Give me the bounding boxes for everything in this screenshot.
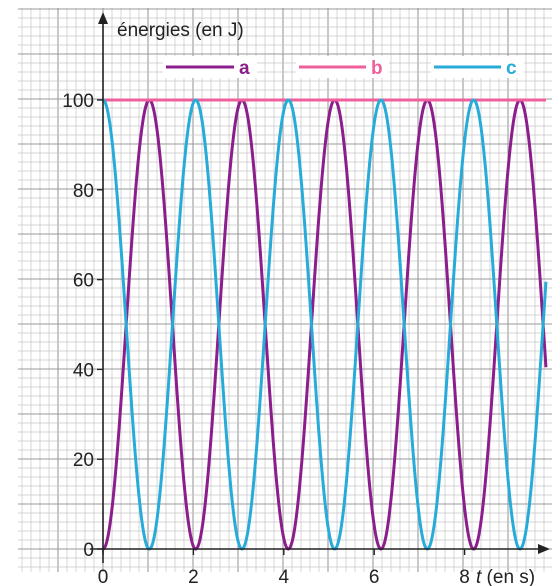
x-axis-unit: (en s) xyxy=(481,567,535,586)
y-axis-arrow xyxy=(98,12,108,24)
legend-item-a: a xyxy=(163,56,257,79)
grid xyxy=(18,8,552,572)
legend-label-a: a xyxy=(239,58,250,79)
y-axis-label: énergies (en J) xyxy=(117,20,244,41)
legend-item-b: b xyxy=(296,56,389,79)
y-tick-label: 40 xyxy=(73,360,94,381)
x-axis-arrow xyxy=(538,544,550,554)
series-line-c xyxy=(102,98,548,551)
y-tick-label: 0 xyxy=(83,540,94,561)
series-line-a xyxy=(102,98,548,551)
x-tick-label: 6 xyxy=(369,567,380,586)
y-tick-label: 20 xyxy=(73,450,94,471)
x-tick-label: 4 xyxy=(279,567,290,586)
legend: a b c xyxy=(163,56,524,79)
x-tick-label: 2 xyxy=(188,567,199,586)
legend-label-b: b xyxy=(371,58,383,79)
x-tick-label: 0 xyxy=(98,567,109,586)
x-tick-label: 8 xyxy=(459,567,470,586)
legend-item-c: c xyxy=(431,56,524,79)
y-tick-label: 80 xyxy=(73,181,94,202)
tick-labels: 0 20 40 60 80 100 0 2 4 6 8 xyxy=(62,91,470,586)
x-axis-label: t (en s) xyxy=(476,567,535,586)
series-lines xyxy=(102,98,548,551)
legend-label-c: c xyxy=(506,58,517,79)
y-tick-label: 60 xyxy=(73,271,94,292)
x-axis-variable: t xyxy=(476,567,482,586)
y-tick-label: 100 xyxy=(62,91,94,112)
